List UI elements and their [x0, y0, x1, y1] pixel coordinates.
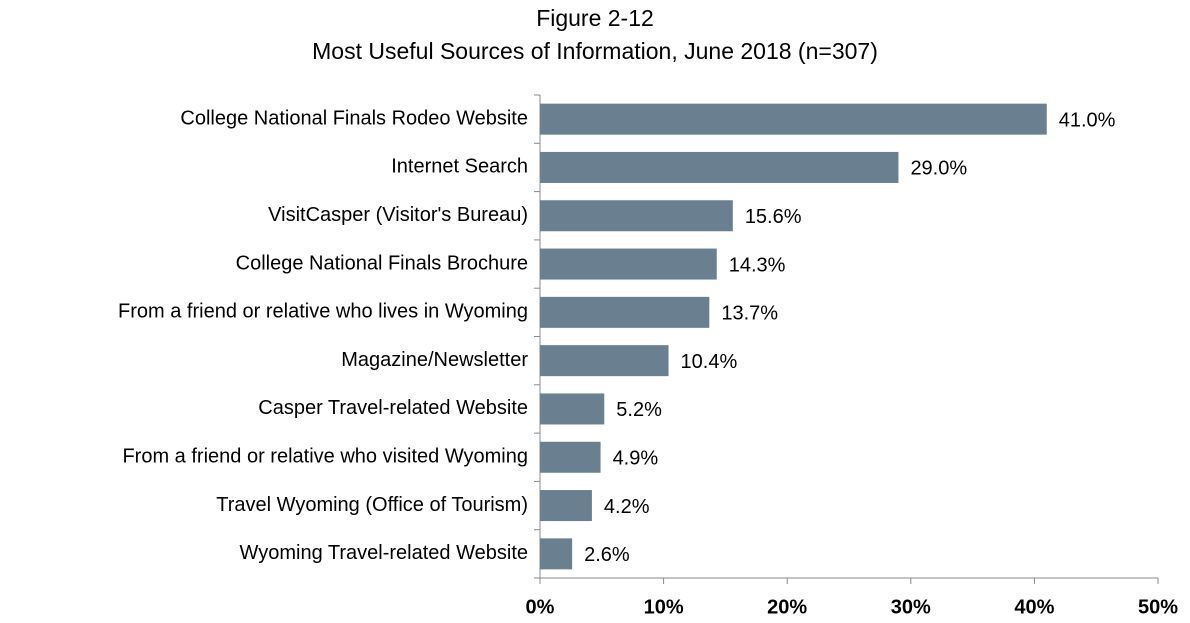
x-tick-label: 20% — [767, 596, 807, 618]
bar — [540, 200, 733, 232]
bar — [540, 441, 601, 473]
bar — [540, 296, 710, 328]
value-label: 4.2% — [604, 496, 650, 518]
category-label: College National Finals Rodeo Website — [180, 107, 528, 129]
bar — [540, 151, 899, 183]
value-label: 41.0% — [1059, 109, 1116, 131]
category-label: Casper Travel-related Website — [258, 397, 528, 419]
value-label: 15.6% — [745, 206, 802, 228]
chart-title: Figure 2-12 — [536, 5, 654, 31]
category-label: Magazine/Newsletter — [341, 349, 528, 371]
bar — [540, 103, 1047, 135]
category-label: From a friend or relative who lives in W… — [118, 301, 528, 323]
category-label: From a friend or relative who visited Wy… — [122, 446, 528, 468]
value-label: 29.0% — [910, 158, 967, 180]
x-tick-label: 30% — [891, 596, 931, 618]
category-label: VisitCasper (Visitor's Bureau) — [268, 204, 528, 226]
category-label: Internet Search — [391, 156, 528, 178]
chart-subtitle: Most Useful Sources of Information, June… — [312, 38, 878, 64]
value-label: 5.2% — [616, 399, 662, 421]
bar — [540, 248, 717, 280]
x-tick-label: 50% — [1138, 596, 1178, 618]
value-label: 2.6% — [584, 544, 630, 566]
x-tick-label: 40% — [1014, 596, 1054, 618]
category-label: College National Finals Brochure — [236, 252, 528, 274]
bar — [540, 490, 592, 522]
x-tick-label: 10% — [644, 596, 684, 618]
bar — [540, 393, 605, 425]
category-label: Travel Wyoming (Office of Tourism) — [216, 494, 528, 516]
x-tick-label: 0% — [526, 596, 555, 618]
value-label: 10.4% — [681, 351, 738, 373]
bar — [540, 345, 669, 377]
value-label: 13.7% — [721, 303, 778, 325]
value-label: 14.3% — [729, 254, 786, 276]
value-label: 4.9% — [613, 448, 659, 470]
bar — [540, 538, 573, 570]
category-label: Wyoming Travel-related Website — [240, 542, 528, 564]
